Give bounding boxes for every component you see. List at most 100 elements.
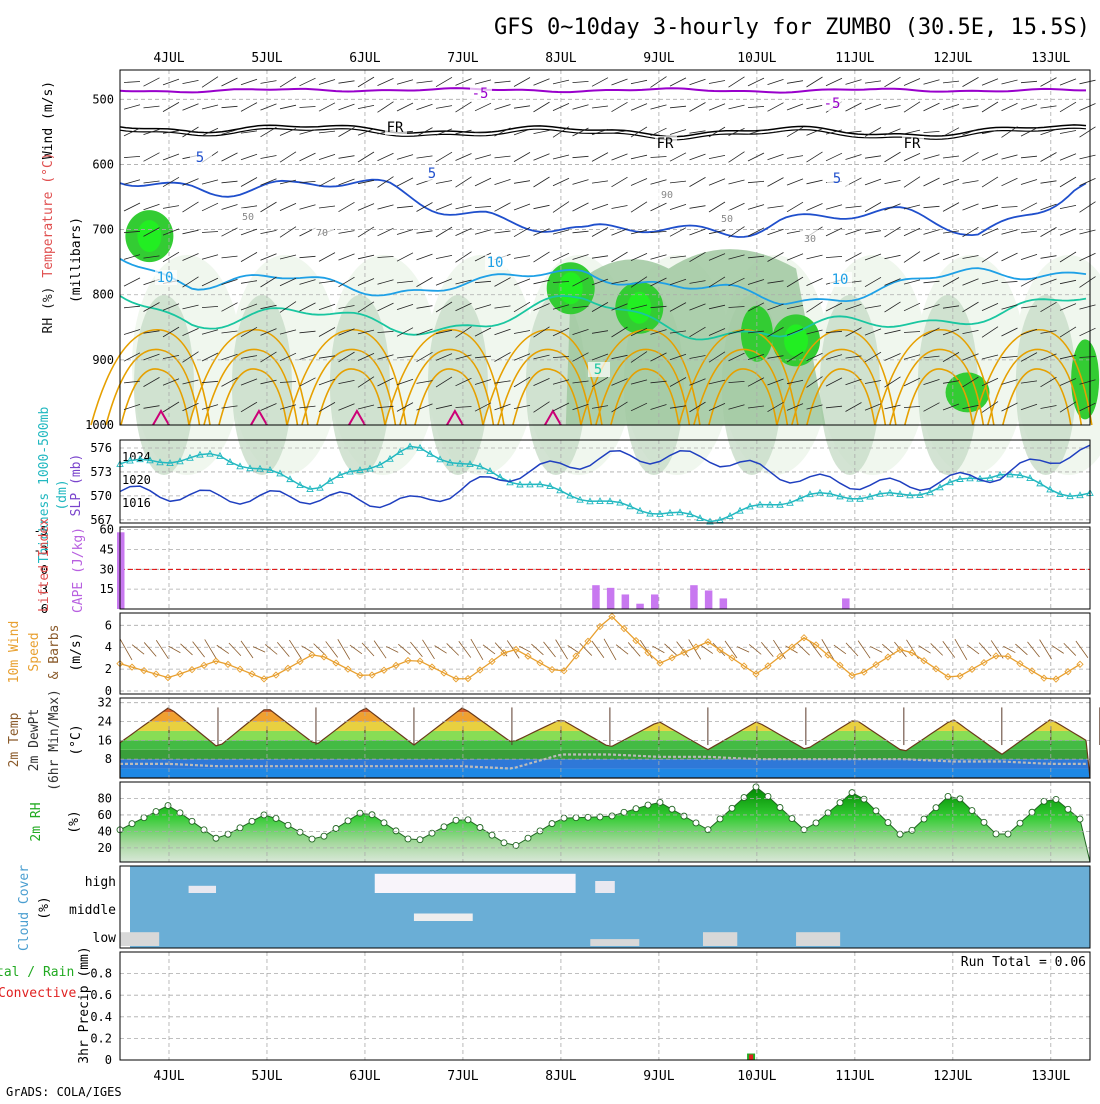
- wind-barb-10m: [821, 639, 835, 660]
- thickness-point: [1026, 474, 1034, 482]
- wind-barb: [357, 151, 375, 163]
- wind-barb-10m: [591, 640, 605, 659]
- wind-barb: [962, 77, 979, 87]
- wind-barb: [1079, 201, 1096, 213]
- wind-barb: [1059, 354, 1077, 360]
- wind-barb: [1079, 327, 1096, 337]
- rh-moist-peak: [627, 291, 652, 324]
- wind-barb: [962, 105, 979, 109]
- thickness-point: [796, 494, 804, 502]
- wind-barb-10m: [676, 641, 689, 658]
- thickness-point: [1036, 479, 1044, 487]
- wind-barb: [143, 77, 160, 87]
- thickness-point: [326, 476, 334, 484]
- wind-barb: [767, 327, 784, 337]
- wind-speed-point: [416, 657, 424, 665]
- wind-barb: [689, 78, 706, 86]
- thickness-point: [336, 471, 344, 478]
- wind-barb: [572, 254, 589, 260]
- wind-barb: [221, 330, 238, 334]
- thickness-point: [556, 486, 564, 494]
- wind-barb: [591, 302, 609, 312]
- wind-barb: [377, 377, 394, 387]
- wind-speed-point: [680, 648, 688, 657]
- rh-point: [344, 817, 352, 825]
- wind-barb: [143, 405, 160, 409]
- wind-barb: [942, 230, 960, 234]
- rh-point: [776, 804, 784, 811]
- wind-barb: [708, 379, 726, 385]
- wind-barb: [377, 354, 394, 360]
- wind-barb: [728, 202, 745, 212]
- thickness-point: [756, 500, 764, 508]
- wind-barb: [552, 281, 570, 283]
- thickness-point: [356, 466, 364, 474]
- wind-barb: [221, 77, 238, 87]
- precip-label-b: Convective: [0, 986, 76, 1001]
- wind-barb: [786, 328, 804, 336]
- wind-speed-point: [260, 675, 268, 683]
- wind-speed-point: [800, 634, 808, 642]
- temp-contour-warm: [595, 348, 691, 426]
- wind-barb: [338, 328, 355, 336]
- wind-barb-10m: [664, 643, 677, 656]
- rh-point: [740, 794, 748, 802]
- temp-contour-warm: [90, 329, 211, 426]
- wind-barb: [357, 301, 375, 313]
- temp-frame: [119, 697, 1091, 779]
- wind-speed-point: [344, 665, 352, 673]
- wind-barb: [1020, 104, 1038, 110]
- wind-barb-10m: [833, 644, 847, 655]
- wind-barb: [162, 153, 180, 161]
- wind-speed-point: [632, 636, 640, 645]
- wind-barb: [572, 403, 589, 411]
- wind-barb: [182, 402, 199, 412]
- wind-barb: [747, 405, 765, 409]
- wind-barb-10m: [736, 646, 750, 653]
- rh-point: [608, 812, 616, 820]
- rh-point: [176, 809, 184, 817]
- wind-barb: [591, 405, 609, 409]
- wind-barb: [903, 204, 921, 210]
- wind-barb: [864, 230, 882, 234]
- wind-barb: [747, 227, 765, 237]
- wind-barb-10m: [325, 641, 339, 658]
- wind-barb: [572, 380, 589, 384]
- rh-point: [1052, 795, 1060, 803]
- contour-label: 50: [242, 212, 254, 223]
- wind-barb: [884, 151, 901, 163]
- thickness-point: [626, 502, 634, 510]
- wind-barb: [591, 128, 609, 136]
- wind-speed-point: [1052, 675, 1060, 683]
- rh-point: [968, 807, 976, 815]
- precip-frame: [119, 951, 1091, 1061]
- wind-speed-point: [608, 612, 616, 621]
- wind-barb: [962, 226, 979, 238]
- wind-barb: [845, 303, 862, 311]
- thick-label-c: SLP (mb): [69, 454, 84, 517]
- upper-level-tick: 500: [92, 92, 114, 106]
- thickness-point: [1046, 485, 1054, 493]
- upper-rh-label: RH (%): [41, 287, 56, 334]
- temp-label-c: (6hr Min/Max): [47, 689, 62, 791]
- wind-barb: [1059, 303, 1077, 311]
- wind-barb: [162, 303, 180, 311]
- temp-contour-warm: [972, 329, 1093, 426]
- rh-point: [632, 805, 640, 813]
- slp-right-tick: 1016: [122, 496, 151, 510]
- wind-barb: [260, 276, 277, 288]
- cloud-background: [130, 866, 1090, 948]
- wind-speed-point: [1064, 668, 1072, 676]
- wind-barb: [279, 254, 297, 260]
- wind-tick: 6: [105, 618, 112, 632]
- rh-point: [416, 836, 424, 844]
- thickness-point: [536, 480, 544, 488]
- wind-barb: [1020, 80, 1038, 84]
- wind-barb: [747, 302, 765, 312]
- wind-barb: [318, 205, 336, 209]
- wind-barb: [318, 252, 336, 262]
- wind-barb: [1040, 128, 1057, 136]
- wind-barb: [903, 354, 921, 360]
- wind-barb: [728, 128, 745, 136]
- wind-barb: [708, 103, 726, 111]
